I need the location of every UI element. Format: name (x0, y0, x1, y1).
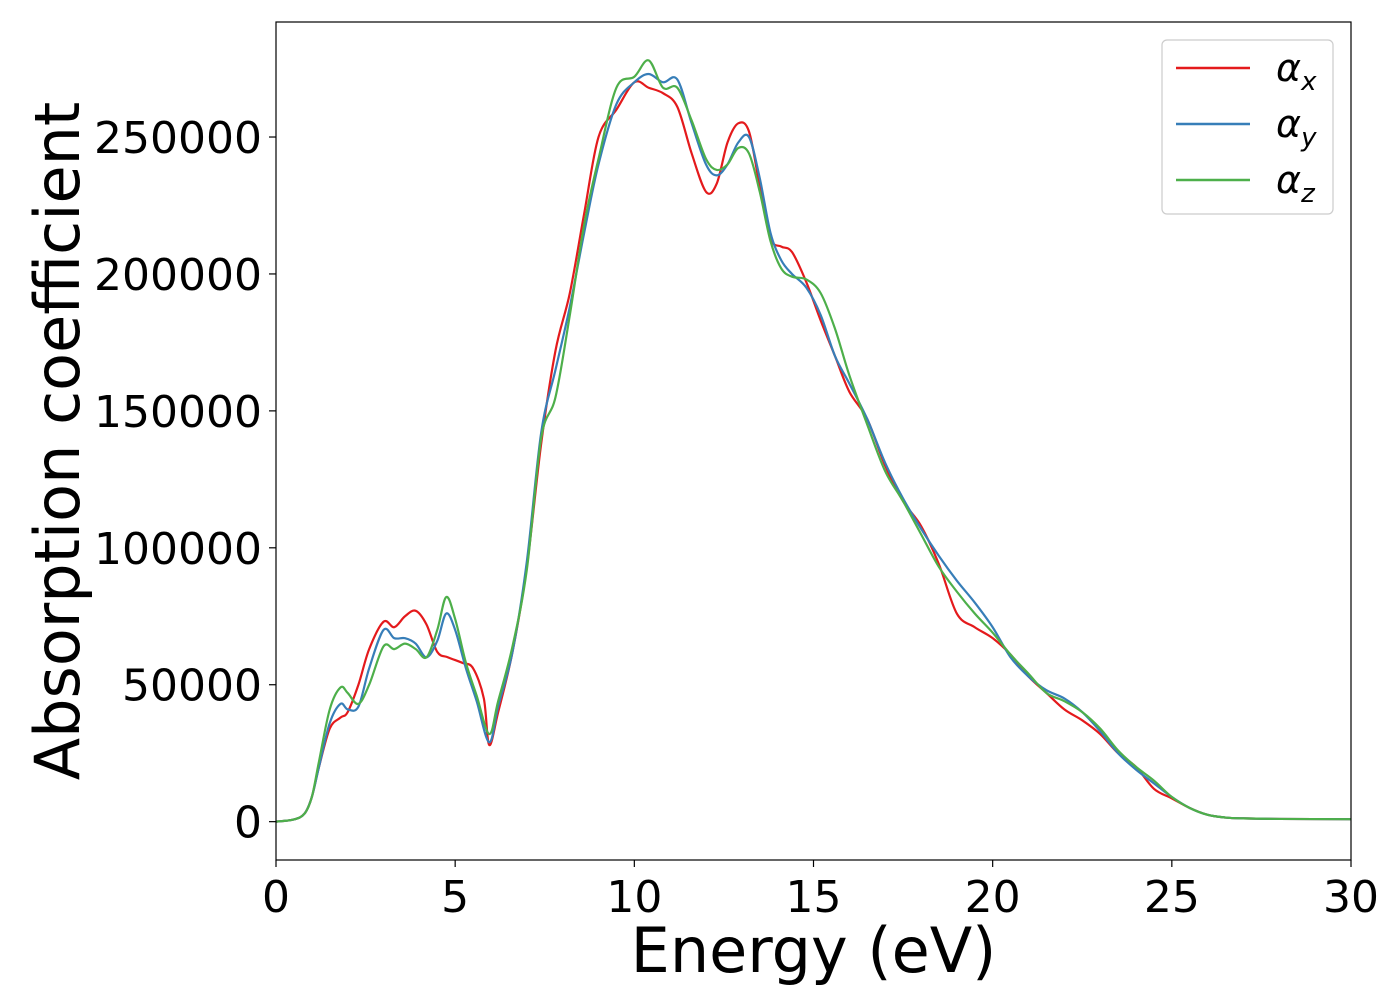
y-tick-label: 250000 (94, 113, 262, 164)
x-tick-label: 5 (441, 872, 469, 923)
legend-entry-y: αy (1276, 102, 1317, 153)
series-line-y (276, 72, 1351, 823)
legend-entry-z: αz (1276, 158, 1316, 209)
x-tick-label: 20 (965, 872, 1021, 923)
y-axis-label: Absorption coefficient (21, 102, 94, 781)
x-axis-ticks: 0 5 10 15 20 25 30 (262, 860, 1379, 923)
y-tick-label: 50000 (122, 661, 262, 712)
x-tick-label: 15 (786, 872, 842, 923)
legend-box (1161, 39, 1334, 215)
y-tick-label: 100000 (94, 524, 262, 575)
legend-entry-x: αx (1276, 46, 1317, 97)
x-tick-label: 30 (1323, 872, 1379, 923)
x-tick-label: 25 (1144, 872, 1200, 923)
y-tick-label: 150000 (94, 387, 262, 438)
x-tick-label: 0 (262, 872, 290, 923)
x-axis-label: Energy (eV) (631, 914, 997, 987)
series-line-z (276, 59, 1351, 823)
y-tick-label: 200000 (94, 250, 262, 301)
y-tick-label: 0 (234, 798, 262, 849)
series-lines (276, 59, 1351, 823)
series-line-x (276, 80, 1351, 823)
y-axis-ticks: 0 50000 100000 150000 200000 250000 (94, 113, 276, 849)
x-tick-label: 10 (606, 872, 662, 923)
